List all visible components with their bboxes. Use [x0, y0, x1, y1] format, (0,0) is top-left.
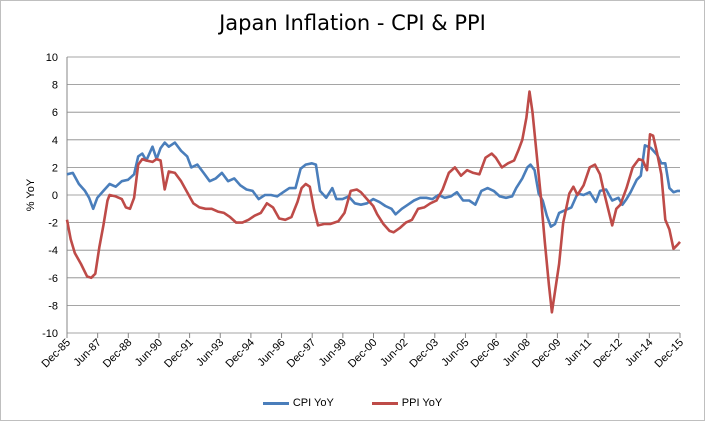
y-tick-label: -2	[48, 218, 58, 230]
x-tick-label: Dec-03	[407, 337, 441, 371]
y-tick-label: 4	[52, 135, 58, 147]
y-tick-label: 10	[46, 52, 58, 64]
x-tick-label: Dec-85	[40, 337, 74, 371]
legend: CPI YoY PPI YoY	[1, 397, 704, 409]
line-chart: -10-8-6-4-20246810Dec-85Jun-87Dec-88Jun-…	[25, 52, 687, 371]
x-tick-label: Jun-11	[562, 337, 594, 369]
y-tick-label: -4	[48, 245, 58, 257]
x-tick-label: Dec-00	[346, 337, 380, 371]
x-tick-label: Jun-05	[439, 337, 471, 369]
x-tick-label: Jun-08	[501, 337, 533, 369]
x-tick-label: Jun-02	[378, 337, 410, 369]
x-tick-label: Jun-90	[133, 337, 165, 369]
legend-swatch-ppi	[371, 401, 398, 405]
x-tick-label: Dec-94	[223, 337, 257, 371]
y-tick-label: -8	[48, 300, 58, 312]
series-line-cpi	[66, 141, 680, 228]
x-tick-label: Jun-99	[317, 337, 349, 369]
x-tick-label: Dec-09	[530, 337, 564, 371]
y-tick-label: 8	[52, 80, 58, 92]
x-tick-label: Dec-91	[162, 337, 196, 371]
x-tick-label: Jun-14	[623, 337, 655, 369]
y-tick-label: -6	[48, 273, 58, 285]
x-tick-label: Jun-87	[71, 337, 103, 369]
x-tick-label: Dec-15	[653, 337, 687, 371]
x-tick-label: Dec-88	[101, 337, 135, 371]
series-line-ppi	[65, 90, 681, 314]
y-tick-label: 2	[52, 162, 58, 174]
legend-label-cpi: CPI YoY	[292, 397, 334, 409]
x-tick-label: Dec-12	[591, 337, 625, 371]
legend-item-ppi: PPI YoY	[371, 397, 443, 409]
x-tick-label: Jun-96	[255, 337, 287, 369]
legend-item-cpi: CPI YoY	[262, 397, 334, 409]
y-axis-label: % YoY	[25, 178, 37, 211]
y-tick-label: 0	[52, 190, 58, 202]
x-tick-label: Jun-93	[194, 337, 226, 369]
legend-label-ppi: PPI YoY	[401, 397, 443, 409]
x-tick-label: Dec-97	[285, 337, 319, 371]
legend-swatch-cpi	[262, 401, 289, 405]
chart-title: Japan Inflation - CPI & PPI	[219, 11, 486, 35]
y-tick-label: 6	[52, 107, 58, 119]
x-tick-label: Dec-06	[469, 337, 503, 371]
y-tick-label: -10	[42, 328, 58, 340]
